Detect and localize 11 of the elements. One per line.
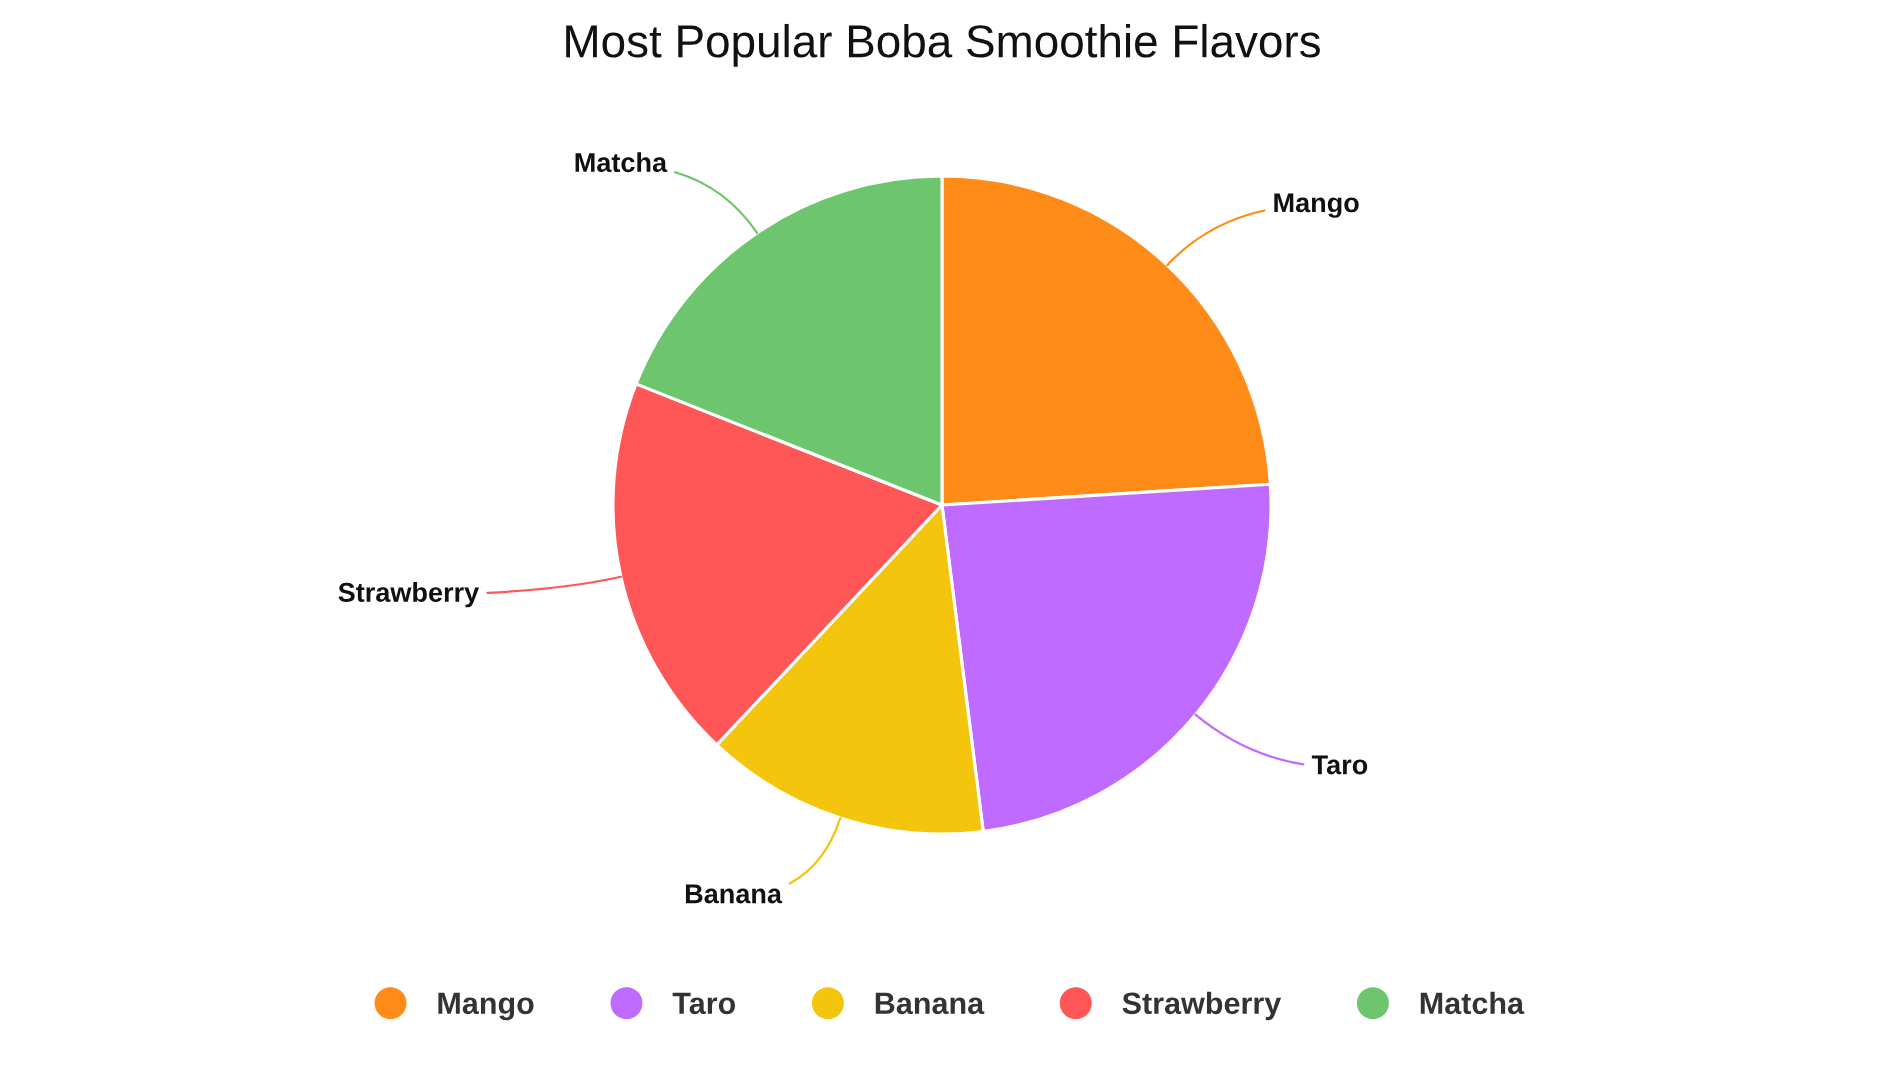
legend-label: Strawberry [1122,991,1282,1021]
chart-title: Most Popular Boba Smoothie Flavors [566,23,1320,67]
legend-label: Matcha [1420,991,1525,1015]
legend-label: Banana [875,992,985,1015]
legend-label: Mango [438,992,534,1021]
slice-label: Taro [1311,755,1368,775]
legend-label: Taro [672,992,736,1015]
slice-label: Mango [1274,193,1359,218]
slice-label: Matcha [575,152,668,173]
slice-label: Strawberry [338,582,480,608]
slice-label: Banana [685,884,783,904]
